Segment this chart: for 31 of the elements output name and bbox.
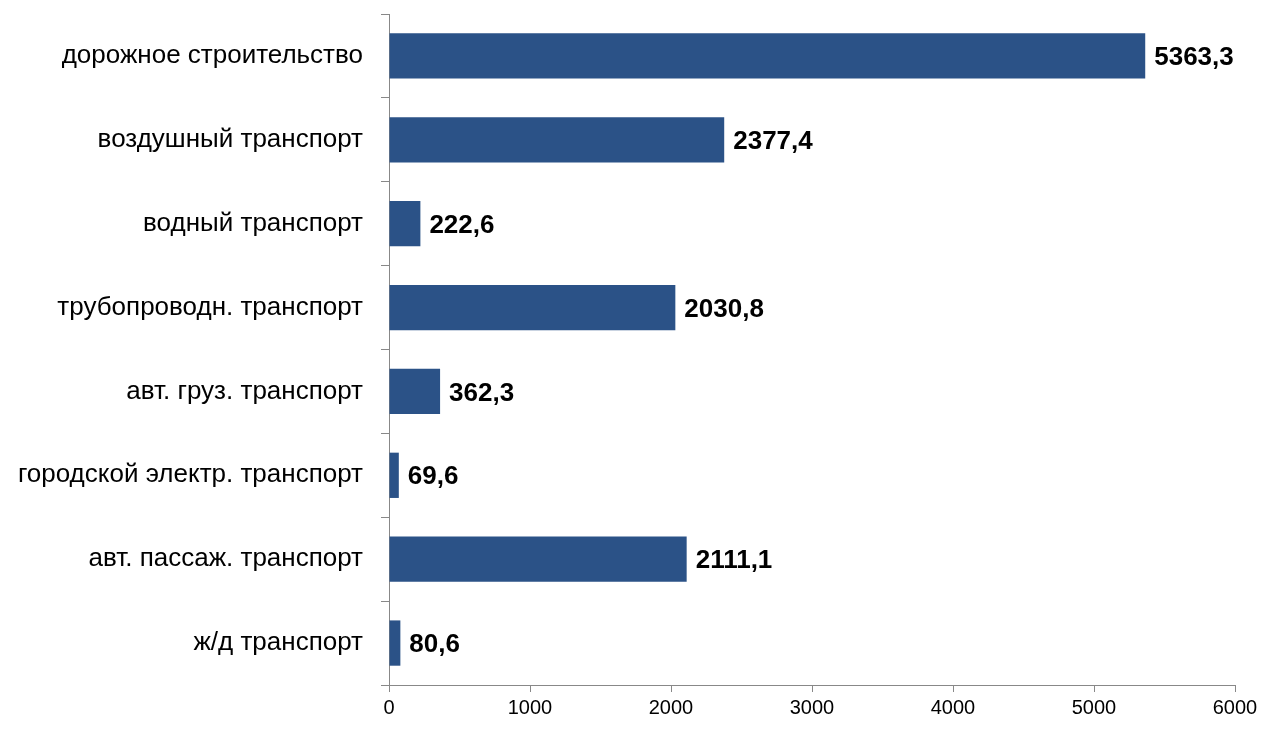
y-tick-label: воздушный транспорт <box>97 122 364 153</box>
y-tick-label: авт. пассаж. транспорт <box>88 542 364 573</box>
bar <box>389 117 725 163</box>
data-label: 2030,8 <box>684 292 764 323</box>
x-tick-label: 4000 <box>930 695 976 718</box>
bar <box>389 620 401 666</box>
data-label: 222,6 <box>429 208 495 239</box>
y-tick-label: авт. груз. транспорт <box>126 374 364 405</box>
y-tick-label: дорожное строительство <box>61 39 363 70</box>
y-tick-label: водный транспорт <box>143 206 364 237</box>
bar <box>389 536 687 582</box>
x-tick-label: 3000 <box>789 695 835 718</box>
y-tick-label: ж/д транспорт <box>193 626 364 657</box>
data-label: 80,6 <box>409 628 460 659</box>
bar <box>389 452 399 498</box>
data-label: 69,6 <box>407 460 459 491</box>
data-label: 2377,4 <box>733 124 814 155</box>
y-tick-label: трубопроводн. транспорт <box>57 290 364 321</box>
data-label: 5363,3 <box>1154 41 1234 72</box>
x-tick-label: 5000 <box>1071 695 1117 718</box>
x-tick-label: 2000 <box>648 695 694 718</box>
bar <box>389 201 421 247</box>
y-tick-label: городской электр. транспорт <box>17 458 364 489</box>
x-tick-label: 6000 <box>1212 695 1258 718</box>
x-tick-label: 1000 <box>507 695 553 718</box>
data-label: 2111,1 <box>695 544 773 575</box>
bar <box>389 33 1146 79</box>
x-tick-label: 0 <box>383 695 395 718</box>
bar <box>389 368 441 415</box>
bar <box>389 284 676 331</box>
data-label: 362,3 <box>449 376 515 407</box>
